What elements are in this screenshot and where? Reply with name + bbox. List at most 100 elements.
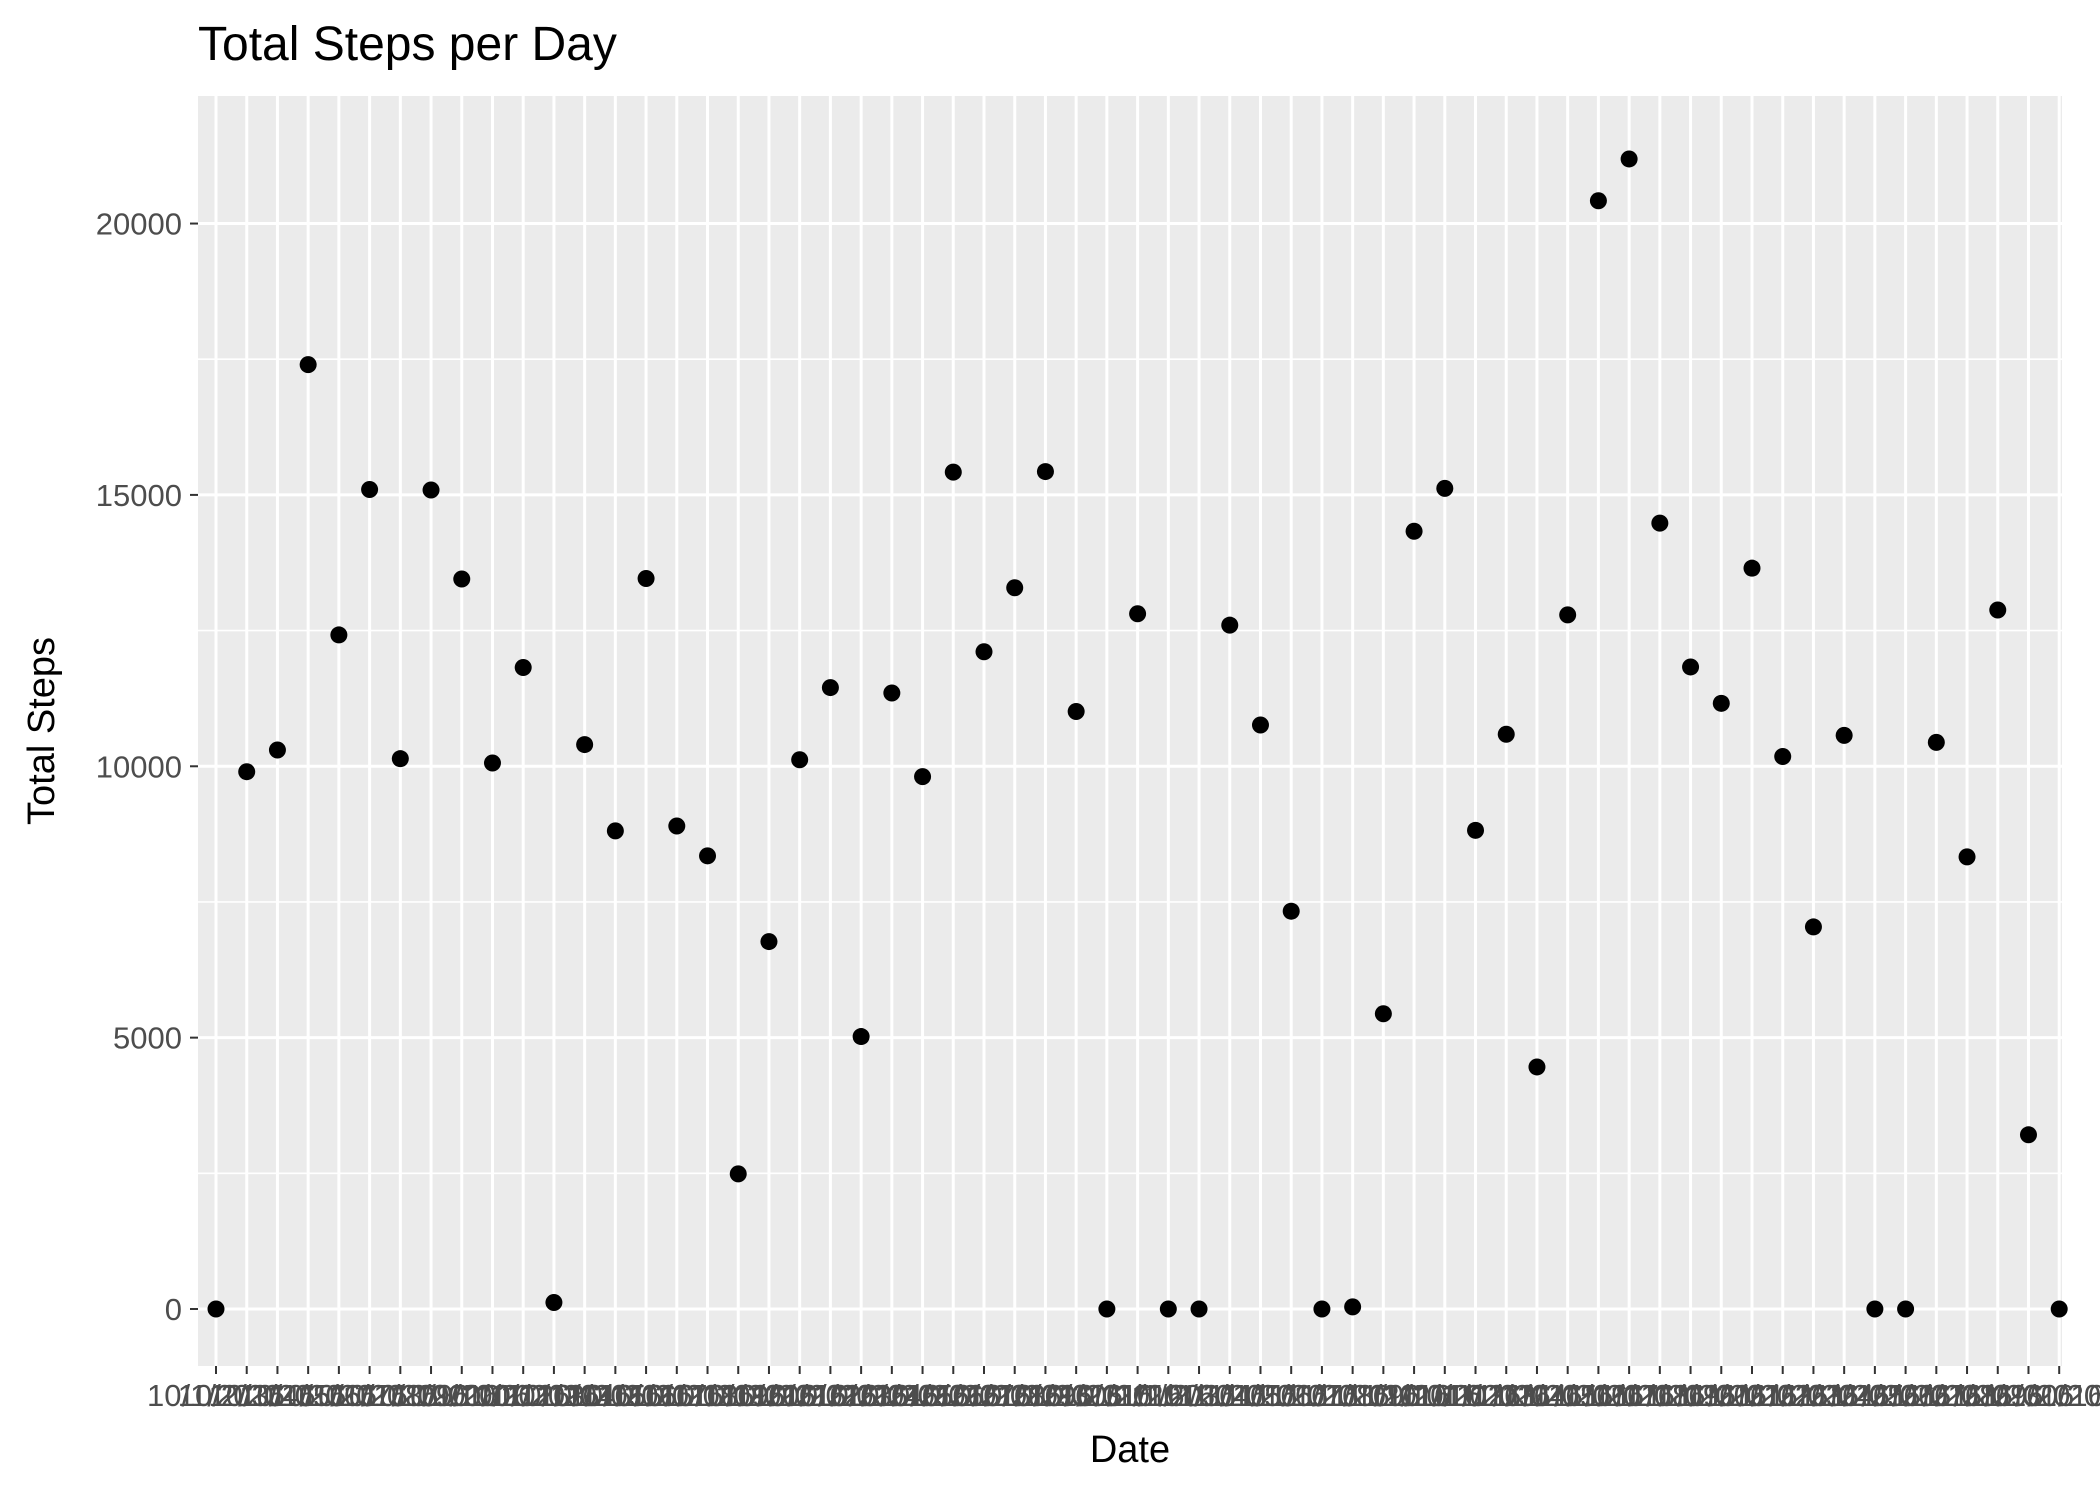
data-point	[975, 643, 993, 661]
x-tick-label: 10/1/2016	[147, 1378, 285, 1413]
data-point	[1129, 605, 1147, 623]
data-point	[729, 1165, 747, 1183]
x-tick-label: 11/17/2016	[1583, 1378, 1736, 1413]
x-tick-label: 11/18/2016	[1614, 1378, 1767, 1413]
x-tick-label: 11/24/2016	[1798, 1378, 1951, 1413]
data-point	[1006, 579, 1024, 597]
chart-title: Total Steps per Day	[198, 18, 617, 71]
x-tick-label: 10/3/2016	[208, 1378, 346, 1413]
data-point	[361, 480, 379, 498]
x-tick-label: 10/7/2016	[331, 1378, 469, 1413]
x-tick-label: 11/14/2016	[1491, 1378, 1644, 1413]
data-point	[1313, 1300, 1331, 1318]
y-tick-label: 0	[165, 1292, 182, 1327]
x-tick-label: 11/4/2016	[1193, 1378, 1329, 1413]
data-point	[1497, 725, 1515, 743]
x-tick-label: 11/10/2016	[1368, 1378, 1521, 1413]
x-tick-label: 11/15/2016	[1522, 1378, 1675, 1413]
x-tick-label: 10/9/2016	[393, 1378, 531, 1413]
x-tick-label: 11/28/2016	[1921, 1378, 2074, 1413]
x-tick-label: 10/27/2016	[937, 1378, 1092, 1413]
data-point	[852, 1028, 870, 1046]
y-axis-title: Total Steps	[21, 637, 63, 825]
x-axis-title: Date	[1090, 1429, 1170, 1471]
data-point	[1866, 1300, 1884, 1318]
data-point	[1743, 559, 1761, 577]
data-point	[914, 768, 932, 786]
data-point	[1282, 902, 1300, 920]
x-tick-label: 10/14/2016	[538, 1378, 693, 1413]
data-point	[1589, 192, 1607, 210]
data-point	[637, 569, 655, 587]
data-point	[1620, 150, 1638, 168]
data-point	[1405, 522, 1423, 540]
data-point	[576, 736, 594, 754]
data-point	[1559, 606, 1577, 624]
x-tick-label: 10/12/2016	[476, 1378, 631, 1413]
data-point	[453, 570, 471, 588]
x-tick-label: 10/22/2016	[784, 1378, 939, 1413]
x-tick-label: 10/26/2016	[906, 1378, 1061, 1413]
data-point	[422, 481, 440, 499]
x-tick-label: 10/2/2016	[178, 1378, 316, 1413]
x-tick-label: 10/20/2016	[722, 1378, 877, 1413]
x-tick-label: 10/13/2016	[507, 1378, 662, 1413]
x-tick-label: 10/6/2016	[301, 1378, 439, 1413]
x-tick-label: 11/2/2016	[1131, 1378, 1267, 1413]
data-point	[606, 822, 624, 840]
data-point	[883, 684, 901, 702]
x-tick-label: 10/15/2016	[569, 1378, 724, 1413]
data-point	[1374, 1005, 1392, 1023]
data-point	[207, 1300, 225, 1318]
x-tick-label: 11/27/2016	[1891, 1378, 2044, 1413]
data-point	[1927, 733, 1945, 751]
x-tick-label: 10/18/2016	[661, 1378, 816, 1413]
data-point	[268, 741, 286, 759]
x-tick-label: 11/21/2016	[1706, 1378, 1859, 1413]
y-tick-label: 20000	[96, 207, 182, 242]
data-points	[207, 150, 2068, 1318]
data-point	[330, 626, 348, 644]
x-tick-label: 11/29/2016	[1952, 1378, 2100, 1413]
x-tick-label: 11/1/2016	[1101, 1378, 1237, 1413]
x-tick-label: 11/26/2016	[1860, 1378, 2013, 1413]
data-point	[1774, 748, 1792, 766]
data-point	[821, 679, 839, 697]
data-point	[1467, 821, 1485, 839]
y-axis: 0 5000 10000 15000 20000	[96, 207, 198, 1327]
data-point	[514, 659, 532, 676]
data-point	[668, 817, 686, 835]
data-point	[1098, 1300, 1116, 1318]
x-axis: 10/1/201610/2/201610/3/201610/4/201610/5…	[147, 1366, 2100, 1413]
data-point	[1221, 616, 1239, 634]
data-point	[1190, 1300, 1208, 1318]
x-tick-label: 11/5/2016	[1223, 1378, 1359, 1413]
x-tick-label: 11/19/2016	[1645, 1378, 1798, 1413]
x-tick-label: 10/17/2016	[630, 1378, 785, 1413]
data-point	[1712, 694, 1730, 712]
data-point	[1528, 1058, 1546, 1076]
x-tick-label: 11/8/2016	[1316, 1378, 1452, 1413]
data-point	[2019, 1126, 2037, 1144]
data-point	[1651, 514, 1669, 532]
data-point	[545, 1294, 563, 1311]
data-point	[1067, 702, 1085, 720]
x-tick-label: 11/30/2016	[1983, 1378, 2100, 1413]
data-point	[760, 933, 778, 951]
data-point	[483, 754, 501, 772]
data-point	[238, 763, 256, 781]
data-point	[1159, 1300, 1177, 1318]
x-tick-label: 10/8/2016	[362, 1378, 500, 1413]
data-point	[2050, 1300, 2068, 1318]
x-tick-label: 11/9/2016	[1346, 1378, 1482, 1413]
data-point	[391, 750, 409, 768]
y-tick-label: 5000	[113, 1021, 182, 1056]
grid-lines	[198, 96, 2062, 1366]
data-point	[299, 356, 317, 374]
x-tick-label: 11/23/2016	[1768, 1378, 1921, 1413]
x-tick-label: 10/16/2016	[599, 1378, 754, 1413]
x-tick-label: 11/16/2016	[1553, 1378, 1706, 1413]
x-tick-label: 11/13/2016	[1461, 1378, 1614, 1413]
data-point	[699, 847, 717, 865]
